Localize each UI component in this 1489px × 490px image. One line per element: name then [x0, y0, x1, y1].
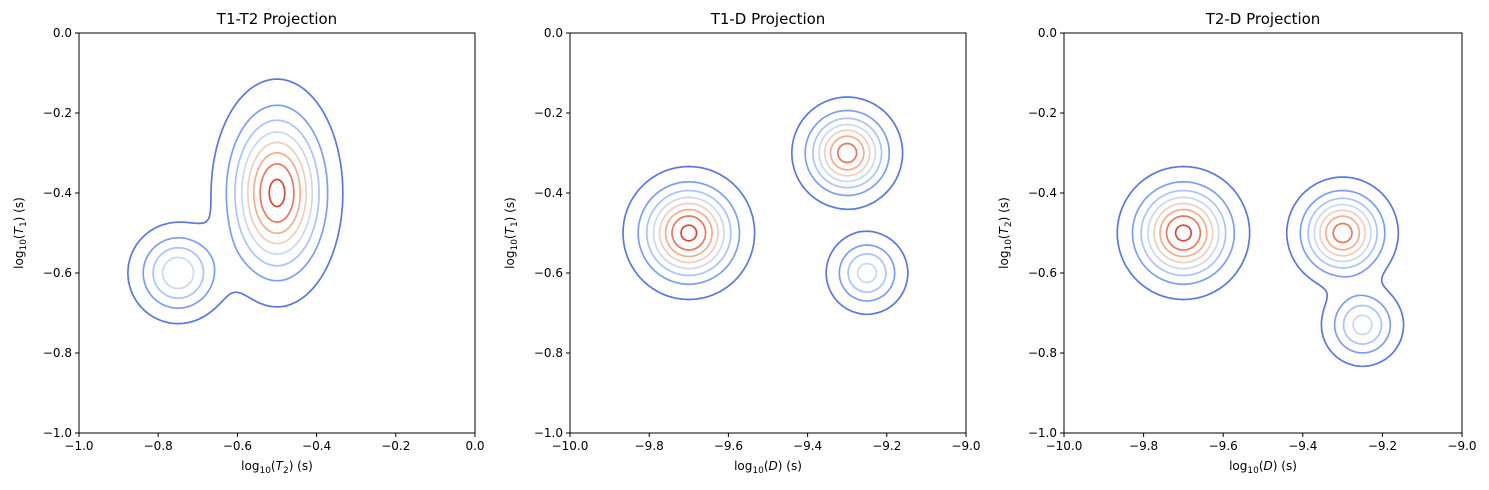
x-tick-label: 0.0 [465, 439, 484, 453]
contour-level-5 [246, 141, 308, 245]
chart-panel-2: −10.0 −9.8 −9.6 −9.4 −9.2 −9.0 −1.0 −0.8 −0.6 −0.… [503, 10, 981, 476]
axes-frame [569, 32, 967, 434]
y-tick-label: −0.6 [1028, 266, 1057, 280]
contour-level-8 [1174, 224, 1193, 242]
contour-group [127, 78, 344, 325]
y-tick-label: −1.0 [534, 426, 563, 440]
y-tick-label: −0.8 [534, 346, 563, 360]
y-tick-label: −0.6 [43, 266, 72, 280]
y-tick-label: −0.6 [534, 266, 563, 280]
contour-level-3 [1140, 189, 1383, 345]
y-tick-label: −1.0 [1028, 426, 1057, 440]
y-tick-label: −0.2 [534, 106, 563, 120]
contour-level-3 [152, 119, 320, 300]
y-tick-label: −0.4 [1028, 186, 1057, 200]
chart-title: T1-D Projection [710, 10, 826, 28]
x-tick-label: −9.8 [1129, 439, 1158, 453]
y-tick-label: −0.4 [43, 186, 72, 200]
contour-group [1116, 165, 1405, 368]
contour-level-5 [658, 129, 871, 264]
x-axis-label: log10(D) (s) [734, 459, 802, 476]
x-tick-label: −9.0 [951, 439, 980, 453]
x-tick-label: −9.2 [872, 439, 901, 453]
y-tick-label: −0.4 [534, 186, 563, 200]
contour-level-4 [652, 123, 878, 284]
chart-panel-3: −10.0 −9.8 −9.6 −9.4 −9.2 −9.0 −1.0 −0.8 −0.6 −0.… [997, 10, 1477, 476]
x-tick-label: −9.2 [1368, 439, 1397, 453]
y-tick-label: −0.8 [43, 346, 72, 360]
contour-level-4 [161, 131, 314, 290]
contour-level-6 [252, 151, 302, 235]
contour-level-8 [268, 178, 286, 208]
x-tick-label: −1.0 [64, 439, 93, 453]
y-tick-label: −0.2 [1028, 106, 1057, 120]
chart-title: T2-D Projection [1205, 10, 1321, 28]
axes-frame [1063, 32, 1463, 434]
x-tick-label: −9.4 [793, 439, 822, 453]
contour-level-7 [1165, 215, 1353, 251]
axes-frame [78, 32, 476, 434]
contour-level-3 [645, 117, 887, 293]
chart-panel-1: −1.0 −0.8 −0.6 −0.4 −0.2 0.0 −1.0 −0.8 −0.6 −0.4 −… [12, 10, 485, 476]
x-axis-label: log10(T2) (s) [241, 459, 313, 476]
y-axis-label: log10(T2) (s) [997, 197, 1014, 269]
y-tick-label: 0.0 [1038, 26, 1057, 40]
contour-level-6 [664, 135, 865, 258]
x-tick-label: −0.8 [144, 439, 173, 453]
x-axis-label: log10(D) (s) [1229, 459, 1297, 476]
y-axis-label: log10(T1) (s) [503, 197, 520, 269]
contour-level-2 [1131, 180, 1392, 354]
x-tick-label: −0.2 [381, 439, 410, 453]
contour-level-5 [1153, 202, 1367, 264]
y-tick-label: 0.0 [544, 26, 563, 40]
contour-level-2 [637, 109, 896, 302]
x-tick-label: −10.0 [1046, 439, 1083, 453]
contour-level-1 [1116, 165, 1405, 368]
chart-title: T1-T2 Projection [216, 10, 337, 28]
x-tick-label: −9.6 [1209, 439, 1238, 453]
contour-level-1 [622, 96, 909, 316]
y-tick-label: −1.0 [43, 426, 72, 440]
x-tick-label: −9.6 [714, 439, 743, 453]
x-tick-label: −0.6 [223, 439, 252, 453]
contour-level-2 [142, 104, 329, 310]
y-tick-label: −0.2 [43, 106, 72, 120]
x-tick-label: −0.4 [302, 439, 331, 453]
contour-level-4 [1147, 196, 1373, 336]
y-axis-label: log10(T1) (s) [12, 197, 29, 269]
x-tick-label: −10.0 [552, 439, 589, 453]
contour-level-1 [127, 78, 344, 325]
contour-group [622, 96, 909, 316]
y-tick-label: 0.0 [53, 26, 72, 40]
contour-level-7 [671, 142, 858, 251]
x-tick-label: −9.8 [635, 439, 664, 453]
x-tick-label: −9.4 [1288, 439, 1317, 453]
y-tick-label: −0.8 [1028, 346, 1057, 360]
contour-level-8 [680, 224, 698, 242]
x-tick-label: −9.0 [1447, 439, 1476, 453]
contour-level-6 [1159, 208, 1361, 258]
contour-level-7 [259, 162, 295, 224]
